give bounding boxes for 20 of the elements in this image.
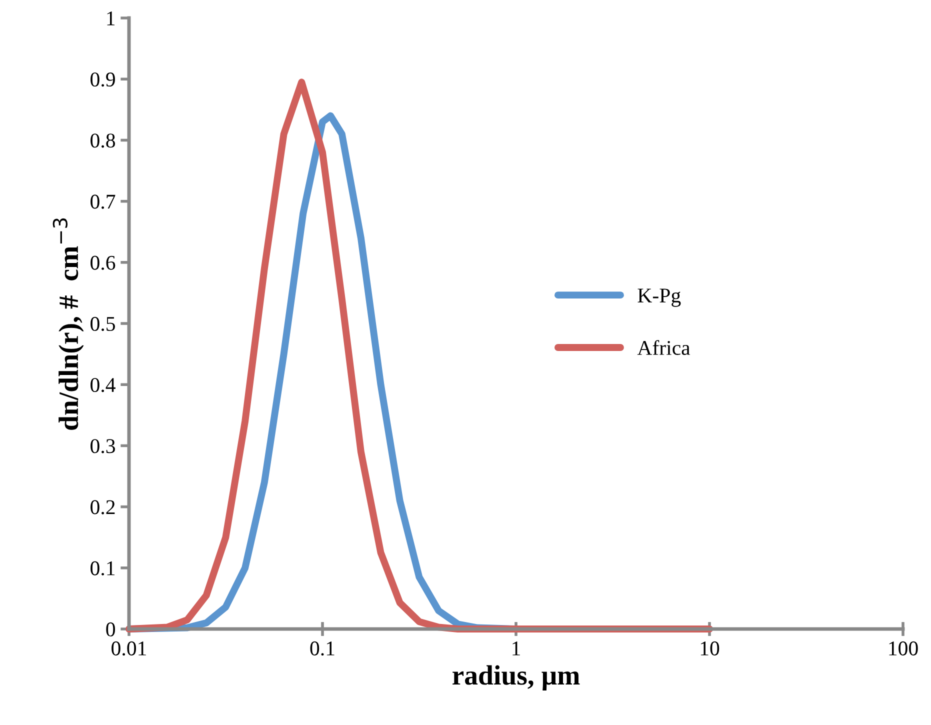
y-tick-label: 0.9 <box>90 72 115 87</box>
x-tick-label: 0.01 <box>112 641 146 656</box>
y-tick-label: 0.3 <box>90 439 115 454</box>
y-tick-label: 0.5 <box>90 316 115 332</box>
y-tick-label: 0 <box>106 622 116 636</box>
y-tick-label: 0.1 <box>90 561 115 576</box>
y-tick-label: 1 <box>107 11 115 26</box>
x-tick-label: 10 <box>700 641 720 656</box>
y-tick-label: 0.7 <box>90 194 116 209</box>
x-axis-title: radius, μm <box>452 665 580 690</box>
x-tick-label: 100 <box>889 641 918 656</box>
y-tick-label: 0.6 <box>90 256 116 270</box>
y-tick-label: 0.8 <box>90 134 116 148</box>
legend-label: Africa <box>637 340 690 355</box>
legend-label: K-Pg <box>638 288 681 307</box>
y-axis-title: dn/dln(r), # cm$^{−3}$ <box>52 218 84 430</box>
x-tick-label: 1 <box>512 642 520 656</box>
y-tick-label: 0.2 <box>90 500 115 514</box>
y-tick-label: 0.4 <box>90 378 116 392</box>
x-tick-label: 0.1 <box>310 641 334 656</box>
